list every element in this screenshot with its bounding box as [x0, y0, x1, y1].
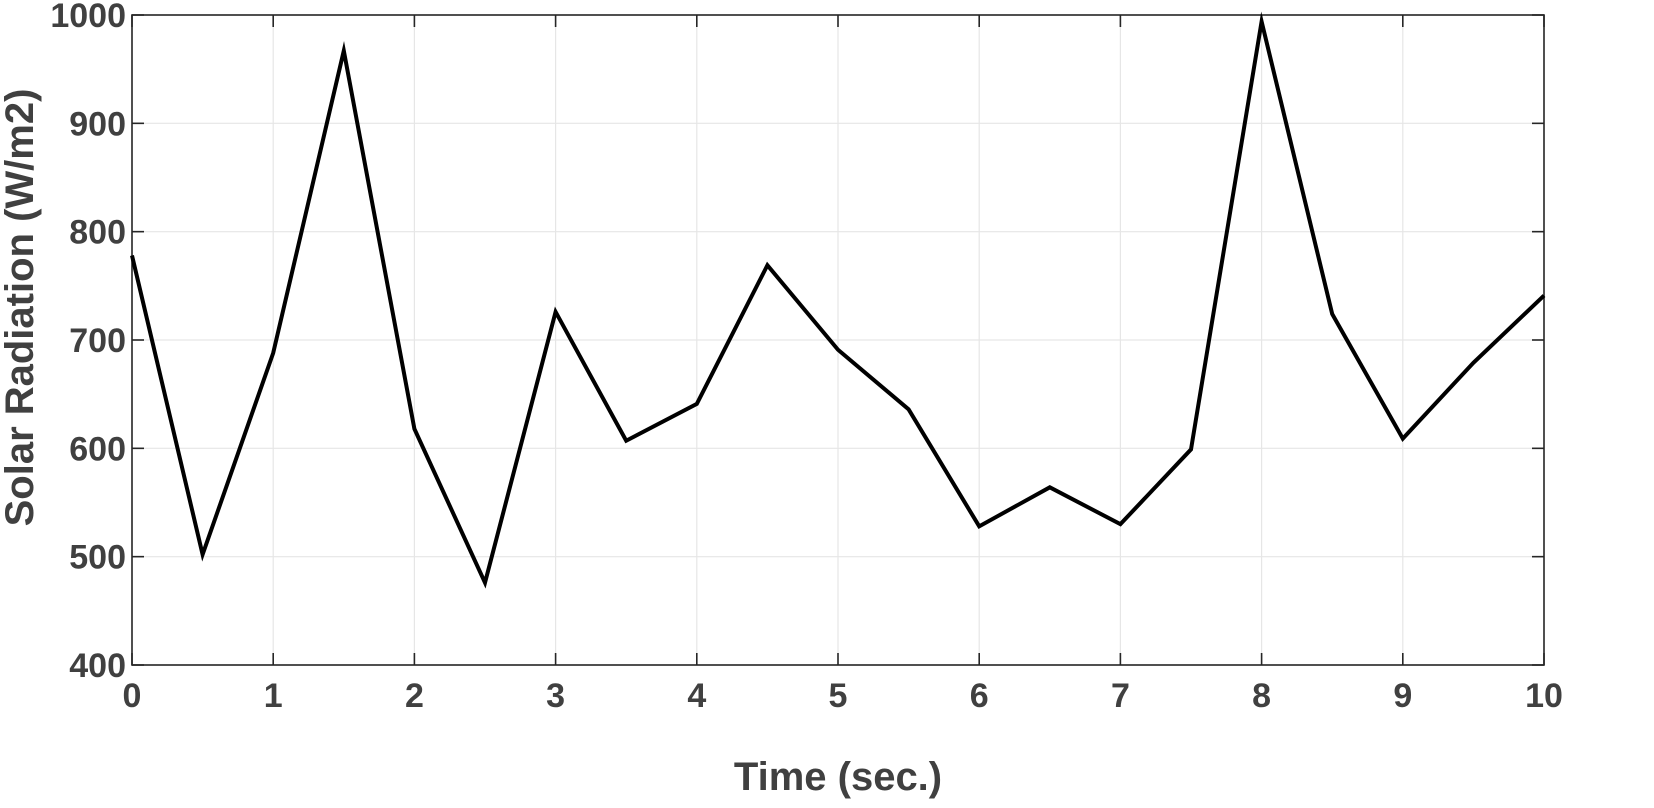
x-tick-label: 4: [687, 677, 706, 715]
y-axis-title: Solar Radiation (W/m2): [0, 89, 42, 527]
y-tick-label: 700: [69, 322, 126, 360]
x-tick-label: 10: [1525, 677, 1563, 715]
x-tick-label: 0: [123, 677, 142, 715]
x-tick-label: 9: [1393, 677, 1412, 715]
y-tick-label: 800: [69, 214, 126, 252]
x-axis-tick-labels: 0 1 2 3 4 5 6 7 8 9 10: [123, 677, 1563, 715]
y-tick-label: 900: [69, 105, 126, 143]
x-tick-label: 2: [405, 677, 424, 715]
y-tick-label: 500: [69, 539, 126, 577]
y-axis-tick-labels: 400 500 600 700 800 900 1000: [50, 0, 126, 685]
x-tick-label: 8: [1252, 677, 1271, 715]
series-line: [130, 11, 1546, 589]
x-tick-label: 1: [264, 677, 283, 715]
x-tick-label: 3: [546, 677, 565, 715]
axis-ticks: [131, 14, 1545, 666]
grid: [131, 14, 1545, 666]
x-tick-label: 5: [829, 677, 848, 715]
x-tick-label: 7: [1111, 677, 1130, 715]
x-axis-title: Time (sec.): [734, 755, 942, 799]
y-tick-label: 600: [69, 430, 126, 468]
x-tick-label: 6: [970, 677, 989, 715]
y-tick-label: 400: [69, 647, 126, 685]
y-tick-label: 1000: [50, 0, 126, 35]
